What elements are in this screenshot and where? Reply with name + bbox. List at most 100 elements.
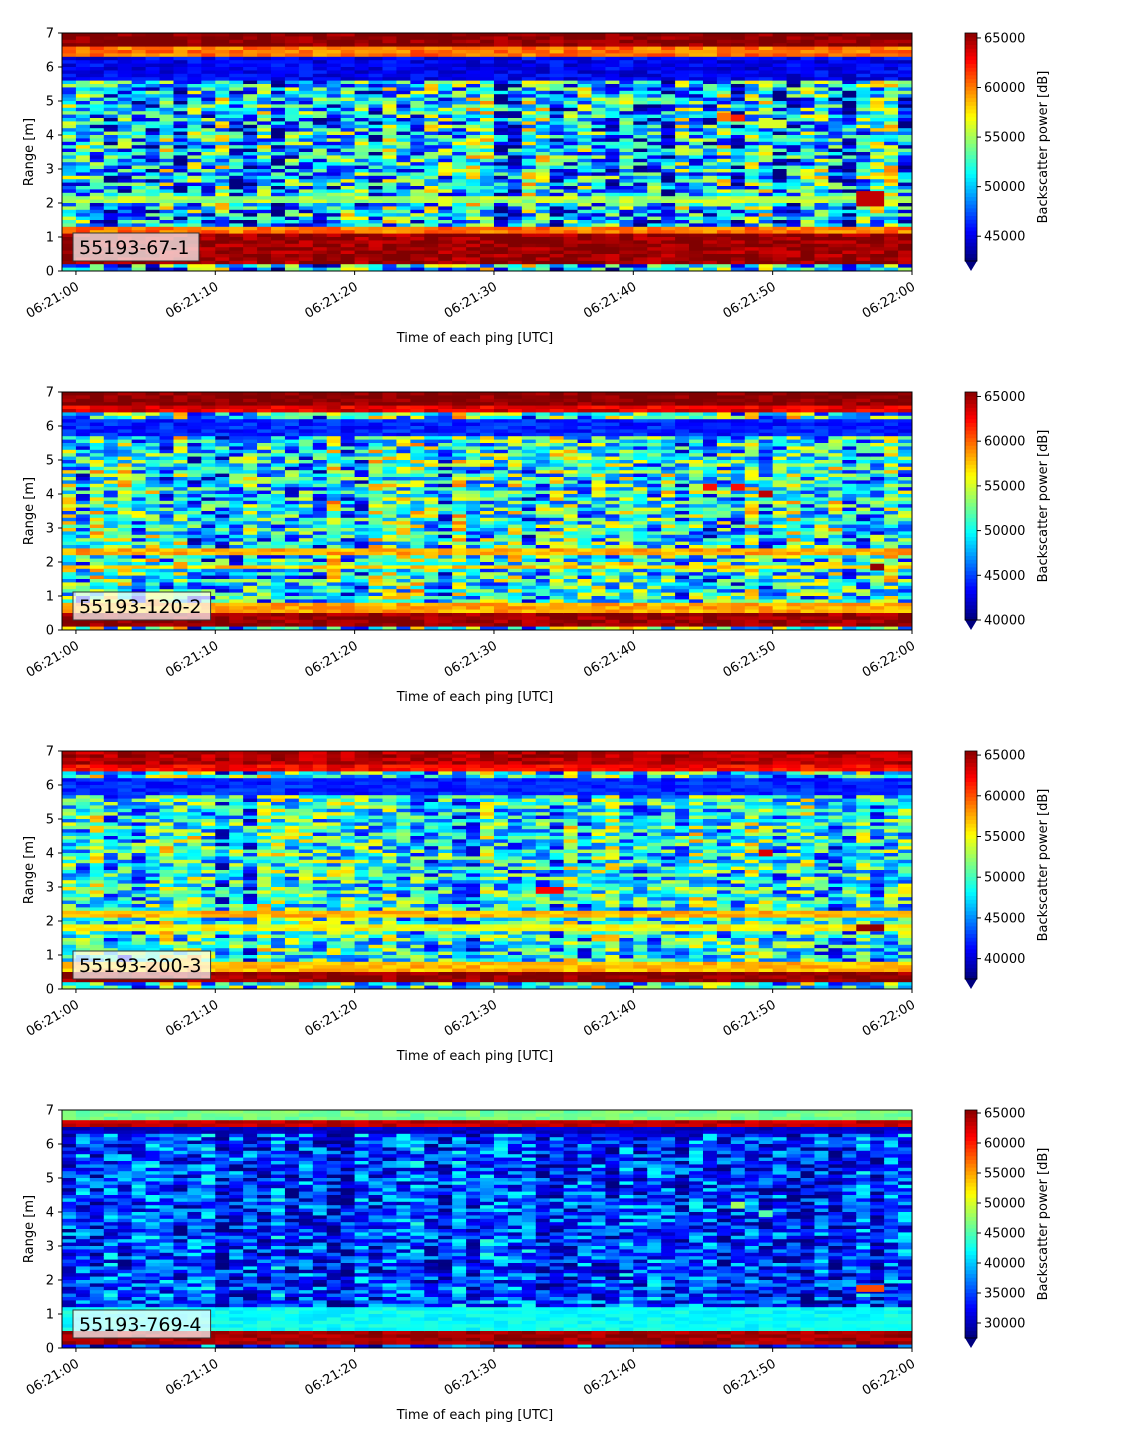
heatmap-cell [62, 432, 77, 437]
heatmap-cell [507, 203, 523, 207]
heatmap-cell [870, 121, 885, 126]
heatmap-cell [410, 84, 425, 88]
heatmap-cell [689, 60, 704, 65]
heatmap-cell [257, 240, 272, 245]
heatmap-cell [563, 128, 579, 133]
heatmap-cell [298, 237, 314, 241]
heatmap-cell [62, 186, 77, 190]
heatmap-cell [675, 237, 690, 241]
heatmap-cell [466, 70, 481, 75]
heatmap-cell [215, 46, 230, 51]
heatmap-cell [689, 97, 704, 102]
heatmap-cell [284, 145, 300, 150]
heatmap-cell [758, 226, 774, 231]
heatmap-cell [243, 94, 258, 99]
heatmap-cell [856, 220, 871, 224]
heatmap-cell [772, 237, 788, 241]
colorbar-segment [965, 33, 977, 38]
heatmap-cell [326, 107, 342, 112]
heatmap-cell [605, 141, 620, 146]
heatmap-cell [689, 118, 704, 122]
heatmap-cell [298, 196, 314, 201]
heatmap-cell [326, 97, 342, 102]
heatmap-cell [591, 43, 607, 48]
heatmap-cell [870, 63, 885, 68]
heatmap-cell [549, 104, 565, 109]
heatmap-cell [62, 412, 77, 417]
heatmap-cell [591, 175, 607, 180]
heatmap-cell [647, 267, 662, 271]
heatmap-cell [535, 77, 551, 82]
heatmap-cell [271, 152, 286, 156]
heatmap-cell [229, 111, 244, 116]
heatmap-cell [173, 514, 189, 519]
heatmap-cell [271, 46, 286, 51]
heatmap-cell [62, 60, 77, 65]
heatmap-cell [62, 477, 77, 481]
heatmap-cell [103, 63, 119, 68]
heatmap-cell [647, 111, 662, 116]
heatmap-cell [898, 87, 912, 92]
heatmap-cell [173, 439, 189, 444]
heatmap-cell [75, 63, 91, 68]
heatmap-cell [103, 94, 119, 99]
heatmap-cell [145, 33, 161, 37]
heatmap-cell [229, 80, 244, 85]
heatmap-cell [884, 87, 899, 92]
heatmap-cell [75, 206, 91, 211]
heatmap-cell [661, 128, 676, 133]
heatmap-cell [117, 619, 133, 624]
heatmap-cell [563, 165, 579, 170]
heatmap-cell [884, 230, 899, 235]
heatmap-cell [716, 250, 732, 255]
heatmap-cell [563, 182, 579, 187]
heatmap-cell [633, 84, 648, 88]
heatmap-cell [772, 230, 788, 235]
heatmap-cell [284, 94, 300, 99]
heatmap-cell [201, 206, 216, 211]
heatmap-cell [257, 46, 272, 51]
heatmap-cell [452, 165, 467, 170]
heatmap-cell [591, 240, 607, 245]
heatmap-cell [466, 209, 481, 214]
heatmap-cell [786, 233, 802, 238]
heatmap-cell [75, 558, 91, 563]
heatmap-cell [702, 199, 718, 204]
heatmap-cell [396, 67, 411, 71]
heatmap-cell [507, 84, 523, 88]
heatmap-cell [730, 226, 746, 231]
heatmap-cell [507, 94, 523, 99]
heatmap-cell [661, 264, 676, 269]
heatmap-cell [605, 162, 620, 167]
heatmap-cell [521, 148, 537, 153]
heatmap-cell [689, 172, 704, 177]
heatmap-cell [493, 111, 509, 116]
heatmap-cell [898, 94, 912, 99]
heatmap-cell [884, 260, 899, 265]
heatmap-cell [145, 138, 161, 143]
heatmap-cell [131, 203, 147, 207]
heatmap-cell [730, 264, 746, 269]
heatmap-cell [284, 60, 300, 65]
heatmap-cell [368, 199, 384, 204]
heatmap-cell [145, 97, 161, 102]
heatmap-cell [521, 264, 537, 269]
heatmap-cell [215, 206, 230, 211]
heatmap-cell [117, 426, 133, 430]
heatmap-cell [159, 158, 175, 163]
heatmap-cell [675, 111, 690, 116]
heatmap-cell [131, 77, 147, 82]
heatmap-cell [145, 107, 161, 112]
heatmap-cell [772, 196, 788, 201]
heatmap-cell [884, 118, 899, 122]
heatmap-cell [298, 138, 314, 143]
heatmap-cell [577, 230, 593, 235]
heatmap-cell [480, 226, 495, 231]
heatmap-cell [187, 220, 202, 224]
heatmap-cell [716, 53, 732, 58]
heatmap-cell [493, 243, 509, 248]
heatmap-cell [884, 135, 899, 139]
heatmap-cell [814, 182, 829, 187]
heatmap-spot [730, 114, 745, 122]
heatmap-cell [312, 250, 328, 255]
